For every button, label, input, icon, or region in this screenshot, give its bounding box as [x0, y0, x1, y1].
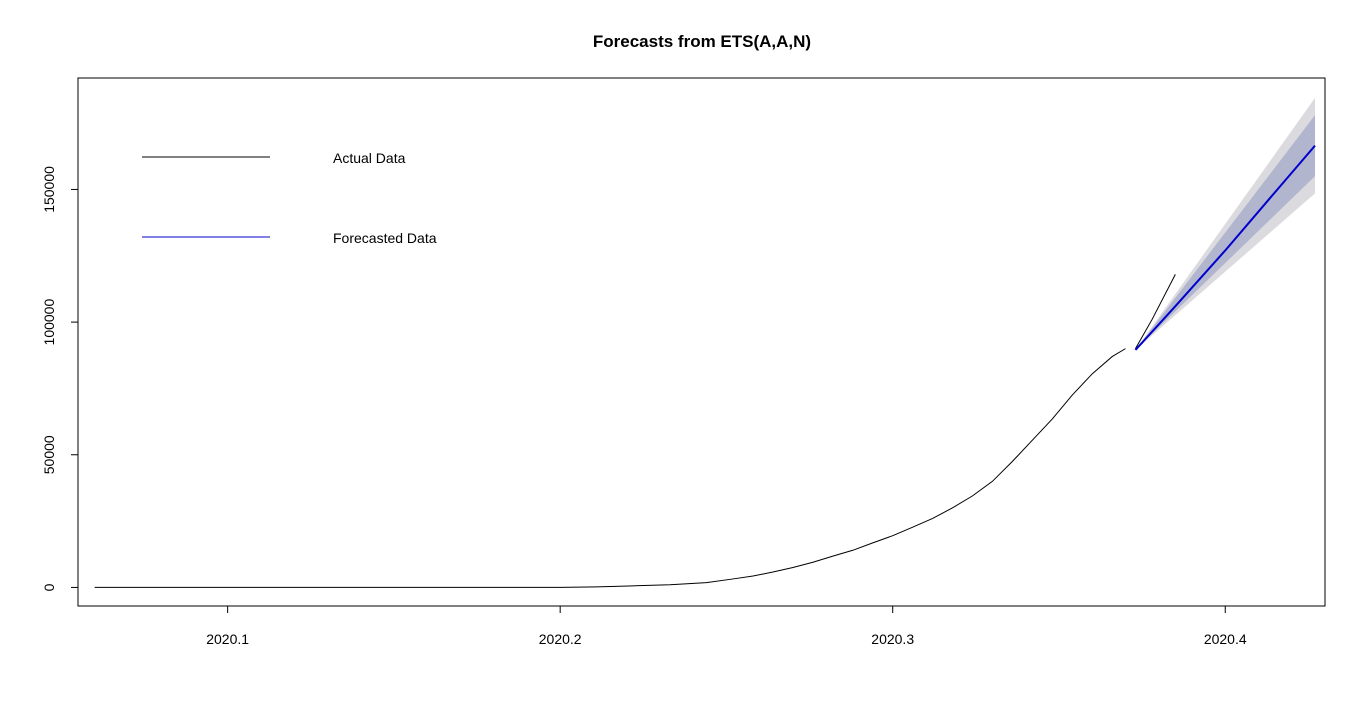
x-tick-label: 2020.2	[539, 631, 582, 647]
x-tick-label: 2020.3	[871, 631, 914, 647]
actual-data-line-1	[94, 348, 1126, 588]
actual-data-line-2	[1135, 274, 1176, 349]
prediction-interval-80	[1135, 115, 1316, 350]
chart-title: Forecasts from ETS(A,A,N)	[593, 32, 811, 51]
prediction-interval-95	[1135, 97, 1316, 350]
forecast-line	[1134, 145, 1316, 351]
x-tick-label: 2020.4	[1204, 631, 1247, 647]
legend-label-1: Actual Data	[333, 150, 406, 166]
y-axis: 0 50000 100000 150000	[41, 166, 79, 591]
y-tick-label: 100000	[41, 299, 57, 346]
y-tick-label: 150000	[41, 166, 57, 213]
data-series	[94, 145, 1316, 588]
legend: Actual Data Forecasted Data	[142, 150, 437, 246]
x-tick-label: 2020.1	[206, 631, 249, 647]
y-tick-label: 50000	[41, 435, 57, 474]
prediction-intervals	[1135, 97, 1316, 350]
x-axis: 2020.1 2020.2 2020.3 2020.4	[206, 605, 1247, 647]
legend-label-2: Forecasted Data	[333, 230, 437, 246]
y-tick-label: 0	[41, 583, 57, 591]
